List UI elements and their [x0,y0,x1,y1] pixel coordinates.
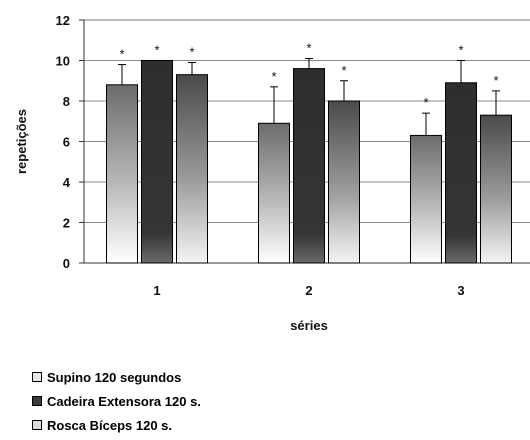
y-tick-label: 6 [63,135,70,150]
legend-swatch-rosca-biceps [32,420,42,430]
significance-marker: * [271,69,276,84]
legend-item-rosca-biceps: Rosca Bíceps 120 s. [32,413,201,437]
legend-swatch-cadeira-extensora [32,396,42,406]
significance-marker: * [493,73,498,88]
legend: Supino 120 segundos Cadeira Extensora 12… [32,365,201,437]
y-tick-label: 0 [63,256,70,271]
bar-cadeira-extensora-2 [293,68,325,264]
bar-supino-1 [106,84,138,264]
significance-marker: * [341,63,346,78]
significance-marker: * [154,43,159,58]
bar-rosca-biceps-1 [176,74,208,264]
significance-marker: * [423,95,428,110]
bars [106,57,512,264]
significance-marker: * [306,40,311,55]
x-axis-title: séries [290,318,328,333]
x-tick-label: 1 [153,283,160,298]
bar-cadeira-extensora-1 [141,60,173,264]
legend-label-rosca-biceps: Rosca Bíceps 120 s. [47,417,173,433]
labels: 0 2 4 6 8 10 12 * * * 1 * * * 2 * * * 3 séries repetições [14,13,499,333]
bar-rosca-biceps-3 [480,114,512,264]
bar-rosca-biceps-2 [328,100,360,264]
legend-label-cadeira-extensora: Cadeira Extensora 120 s. [47,393,201,409]
significance-marker: * [119,47,124,62]
significance-marker: * [458,43,463,58]
y-tick-label: 10 [56,54,70,69]
significance-marker: * [189,45,194,60]
y-tick-label: 4 [63,175,71,190]
y-axis-title: repetições [14,109,29,174]
legend-label-supino: Supino 120 segundos [47,369,182,385]
y-tick-label: 12 [56,13,70,28]
y-tick-label: 2 [63,216,70,231]
x-tick-label: 2 [305,283,312,298]
y-tick-label: 8 [63,94,70,109]
legend-item-cadeira-extensora: Cadeira Extensora 120 s. [32,389,201,413]
legend-item-supino: Supino 120 segundos [32,365,201,389]
x-tick-label: 3 [457,283,464,298]
bar-supino-3 [410,134,442,264]
bar-cadeira-extensora-3 [445,82,477,264]
legend-swatch-supino [32,372,42,382]
bar-supino-2 [258,122,290,264]
